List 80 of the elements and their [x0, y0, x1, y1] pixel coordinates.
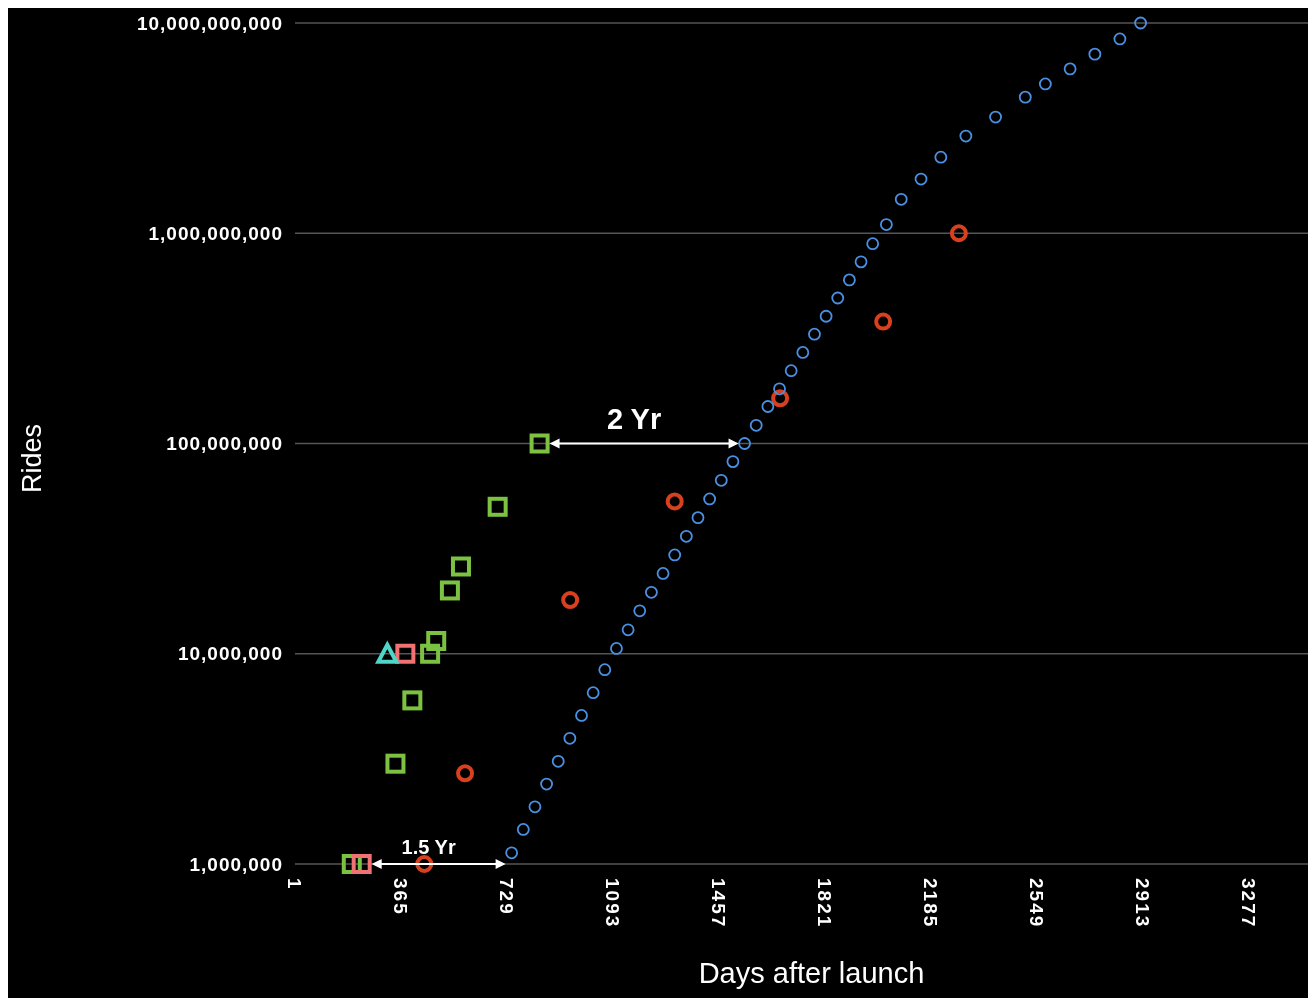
x-tick-label: 1821 — [814, 878, 836, 929]
x-tick-label: 3277 — [1238, 878, 1260, 929]
point — [1113, 32, 1127, 46]
point — [516, 823, 530, 836]
x-tick-label: 729 — [496, 878, 518, 916]
y-axis-title: Rides — [17, 423, 47, 494]
point — [610, 642, 623, 655]
annotation: 2 Yr — [606, 402, 662, 435]
point — [874, 312, 893, 331]
annotation: 1.5 Yr — [401, 836, 456, 858]
point — [989, 110, 1002, 124]
point — [959, 129, 973, 143]
point — [439, 580, 460, 601]
point — [934, 150, 948, 164]
point — [633, 604, 647, 618]
point — [894, 192, 908, 206]
x-axis-title: Days after launch — [698, 957, 925, 989]
point — [402, 690, 423, 711]
point — [586, 686, 600, 700]
point — [420, 643, 441, 664]
x-tick-label: 365 — [390, 878, 412, 916]
point — [665, 492, 684, 511]
x-tick-label: 1093 — [602, 878, 624, 929]
point — [575, 709, 588, 722]
point — [949, 224, 968, 243]
point — [528, 800, 542, 814]
point — [621, 623, 635, 637]
x-tick-label: 2549 — [1026, 878, 1048, 929]
point — [703, 492, 717, 506]
x-tick-label: 2913 — [1132, 878, 1154, 929]
point — [831, 291, 845, 305]
point — [487, 496, 508, 517]
y-tick-label: 1,000,000,000 — [148, 222, 283, 244]
point — [395, 643, 416, 664]
point — [351, 854, 372, 874]
point — [529, 433, 550, 454]
point — [656, 567, 670, 580]
point — [879, 218, 893, 231]
point — [773, 382, 786, 396]
point — [450, 556, 471, 577]
point — [714, 473, 728, 487]
point — [551, 754, 565, 768]
point — [1018, 90, 1032, 104]
point — [426, 630, 447, 651]
point — [1063, 62, 1077, 76]
point — [738, 437, 751, 450]
point — [866, 237, 880, 251]
point — [914, 172, 928, 186]
point — [375, 640, 400, 664]
point — [854, 255, 868, 269]
point — [726, 455, 740, 469]
point — [796, 346, 810, 359]
point — [771, 389, 790, 408]
point — [749, 418, 763, 432]
point — [1134, 16, 1147, 30]
point — [679, 529, 693, 543]
point — [505, 846, 519, 860]
point — [784, 364, 798, 378]
point — [645, 585, 658, 599]
x-tick-label: 2185 — [920, 878, 942, 929]
point — [808, 327, 821, 341]
point — [540, 777, 553, 791]
point — [598, 663, 612, 677]
x-tick-label: 1457 — [708, 878, 730, 929]
point — [668, 548, 682, 562]
point — [385, 753, 406, 774]
y-tick-label: 10,000,000 — [177, 643, 283, 665]
point — [563, 731, 577, 745]
point — [843, 273, 856, 287]
point — [761, 400, 775, 413]
point — [456, 764, 475, 783]
point — [819, 309, 833, 323]
y-tick-label: 100,000,000 — [166, 433, 283, 455]
x-tick-label: 1 — [284, 878, 306, 891]
point — [1038, 77, 1052, 91]
point — [561, 591, 580, 610]
point — [1088, 47, 1102, 61]
y-tick-label: 10,000,000,000 — [136, 12, 283, 34]
y-tick-label: 1,000,000 — [189, 853, 283, 875]
point — [691, 511, 705, 525]
